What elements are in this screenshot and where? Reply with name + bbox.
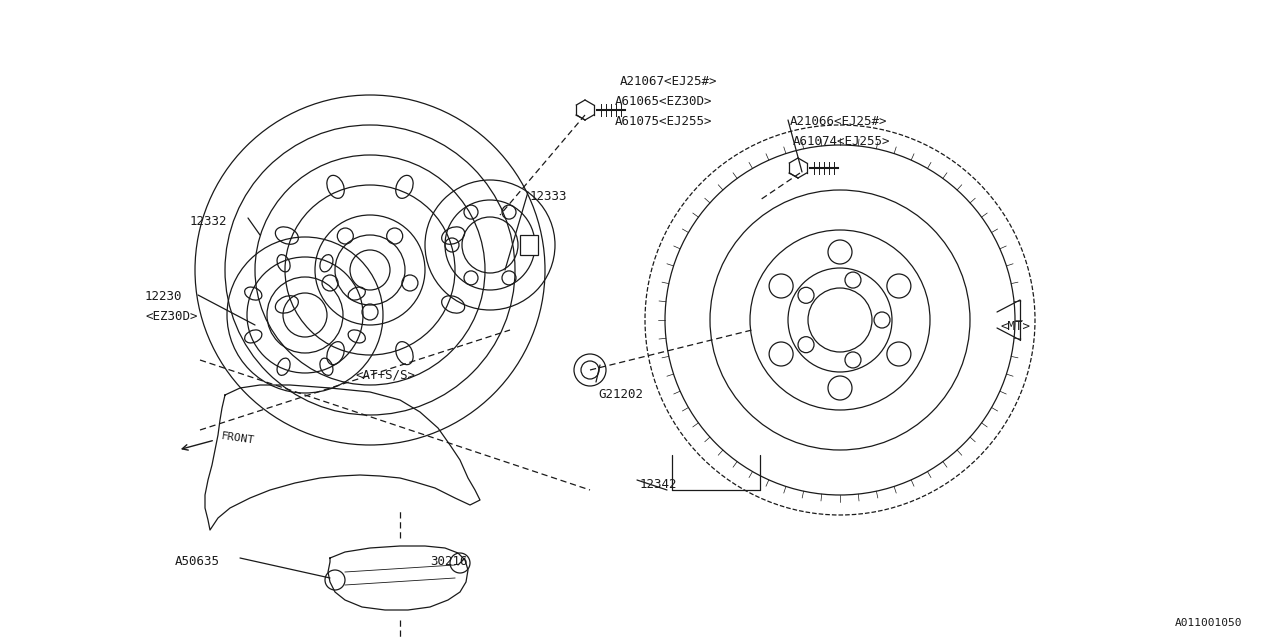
Text: 12333: 12333 [530,190,567,203]
Text: 30216: 30216 [430,555,467,568]
Text: FRONT: FRONT [220,431,255,445]
Text: A61074<EJ255>: A61074<EJ255> [794,135,891,148]
Text: A011001050: A011001050 [1175,618,1243,628]
Text: G21202: G21202 [598,388,643,401]
Text: <AT+S/S>: <AT+S/S> [355,368,415,381]
Text: A61075<EJ255>: A61075<EJ255> [614,115,713,128]
Text: A21067<EJ25#>: A21067<EJ25#> [620,75,718,88]
Text: <MT>: <MT> [1000,320,1030,333]
Text: 12332: 12332 [189,215,228,228]
Text: A61065<EZ30D>: A61065<EZ30D> [614,95,713,108]
Text: 12342: 12342 [640,478,677,491]
Text: A21066<EJ25#>: A21066<EJ25#> [790,115,887,128]
Text: 12230: 12230 [145,290,183,303]
Bar [520,235,538,255]
Text: <EZ30D>: <EZ30D> [145,310,197,323]
Text: A50635: A50635 [175,555,220,568]
